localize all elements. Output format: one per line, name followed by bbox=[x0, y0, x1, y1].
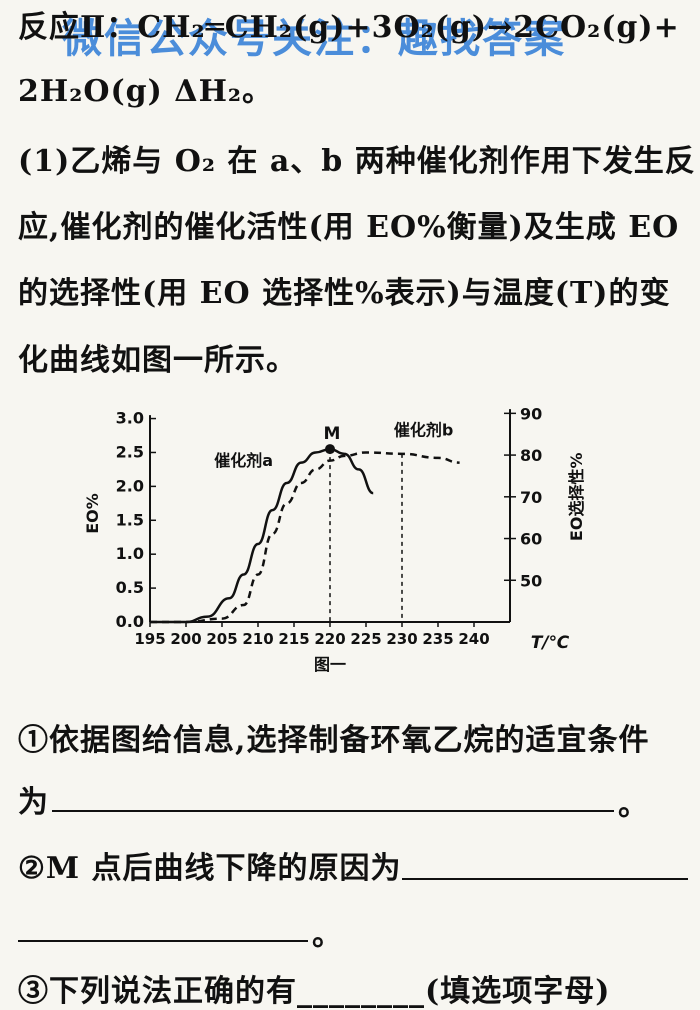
y-left-tick-label: 3.0 bbox=[116, 409, 144, 428]
y-right-tick-label: 70 bbox=[520, 488, 542, 507]
text-line-3: (1)乙烯与 O₂ 在 a、b 两种催化剂作用下发生反 bbox=[18, 144, 696, 179]
question-2-text: ②M 点后曲线下降的原因为 bbox=[18, 851, 402, 886]
y-left-tick-label: 2.0 bbox=[116, 476, 144, 495]
series-line-catalyst-b bbox=[150, 451, 460, 624]
answer-blank-1[interactable] bbox=[52, 810, 614, 812]
question-1-prefix: 为 bbox=[18, 785, 49, 820]
x-tick-label: 205 bbox=[206, 630, 237, 648]
point-m-label: M bbox=[324, 424, 341, 444]
y-left-tick-label: 0.0 bbox=[116, 612, 144, 631]
x-tick-label: 195 bbox=[134, 630, 165, 648]
question-1-text: ①依据图给信息,选择制备环氧乙烷的适宜条件 bbox=[18, 723, 650, 758]
y-left-tick-label: 1.5 bbox=[116, 510, 144, 529]
figure-1-chart: 195 200 205 210 215 220 225 230 235 240 T/℃ 0.0 0.5 1… bbox=[83, 405, 586, 674]
x-axis-label: T/℃ bbox=[531, 633, 570, 653]
y-right-tick-label: 90 bbox=[520, 405, 542, 423]
series-label-a: 催化剂a bbox=[214, 451, 273, 470]
x-tick-label: 225 bbox=[350, 630, 381, 648]
y-right-tick-label: 60 bbox=[520, 530, 542, 549]
figure-caption: 图一 bbox=[314, 655, 346, 674]
series-label-b: 催化剂b bbox=[394, 421, 453, 440]
point-m bbox=[325, 444, 335, 455]
y-left-tick-label: 2.5 bbox=[116, 442, 144, 461]
text-line-5: 的选择性(用 EO 选择性%表示)与温度(T)的变 bbox=[18, 276, 671, 311]
x-tick-label: 240 bbox=[458, 630, 489, 648]
text-line-6: 化曲线如图一所示。 bbox=[18, 343, 297, 378]
x-tick-label: 200 bbox=[170, 630, 201, 648]
text-line-2: 2H₂O(g) ΔH₂。 bbox=[18, 74, 274, 109]
y-left-axis-label: EO% bbox=[83, 493, 102, 534]
answer-blank-2b[interactable] bbox=[18, 940, 308, 942]
question-3-partial: ③下列说法正确的有________(填选项字母) bbox=[18, 974, 611, 1009]
x-tick-label: 220 bbox=[314, 630, 345, 648]
x-tick-label: 210 bbox=[242, 630, 273, 648]
question-1-end: 。 bbox=[618, 788, 649, 823]
x-tick-label: 235 bbox=[422, 630, 453, 648]
x-tick-label: 230 bbox=[386, 630, 417, 648]
y-left-tick-label: 0.5 bbox=[116, 578, 144, 597]
y-right-axis-label: EO选择性% bbox=[567, 453, 586, 542]
y-right-tick-label: 80 bbox=[520, 446, 542, 465]
watermark: 微信公众号关注：趣找答案 bbox=[62, 16, 566, 62]
answer-blank-2a[interactable] bbox=[402, 878, 688, 880]
series-line-catalyst-a bbox=[150, 447, 374, 624]
x-tick-label: 215 bbox=[278, 630, 309, 648]
question-2-end: 。 bbox=[312, 918, 343, 953]
text-line-4: 应,催化剂的催化活性(用 EO%衡量)及生成 EO bbox=[18, 210, 680, 245]
text-line-1: 反应Ⅱ：CH₂═CH₂(g)+3O₂(g)→2CO₂(g)+ bbox=[18, 10, 680, 45]
y-left-tick-label: 1.0 bbox=[116, 544, 144, 563]
y-right-tick-label: 50 bbox=[520, 571, 542, 590]
